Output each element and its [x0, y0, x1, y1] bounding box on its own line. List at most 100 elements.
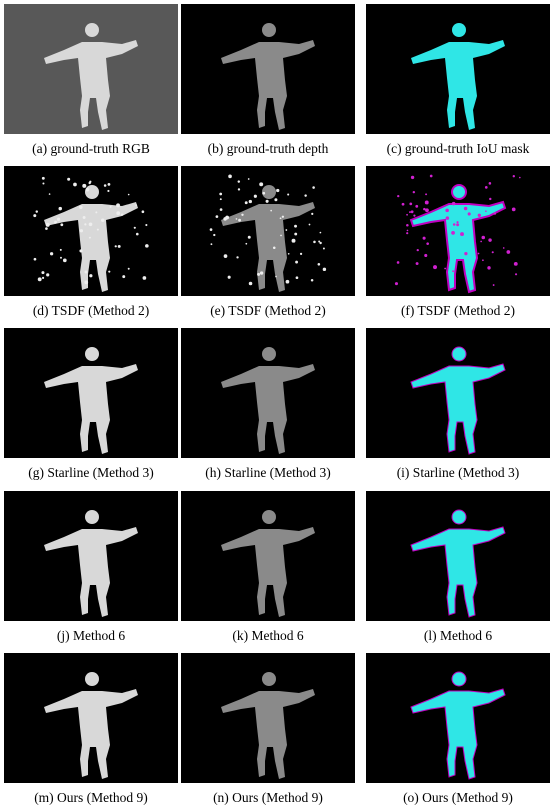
noise-dot [108, 183, 111, 186]
noise-dot [493, 284, 495, 286]
noise-dot [97, 229, 99, 231]
noise-dot [285, 229, 287, 231]
noise-dot [248, 178, 250, 180]
noise-dot [86, 188, 90, 192]
noise-dot [36, 210, 38, 212]
noise-dot [397, 195, 399, 197]
noise-dot [41, 271, 44, 274]
noise-dot [480, 241, 482, 243]
noise-dot [238, 188, 240, 190]
caption: (k) Method 6 [232, 628, 303, 643]
noise-dot [453, 223, 456, 226]
caption: (l) Method 6 [424, 628, 492, 643]
noise-dot [292, 239, 296, 243]
noise-dot [482, 259, 484, 261]
noise-dot [464, 252, 467, 255]
noise-dot [312, 186, 315, 189]
noise-dot [266, 200, 269, 203]
noise-dot [456, 221, 458, 223]
noise-dot [248, 236, 251, 239]
noise-dot [82, 184, 86, 188]
noise-dot [89, 222, 93, 226]
noise-dot [254, 195, 257, 198]
noise-dot [60, 257, 62, 259]
noise-dot [492, 251, 494, 253]
noise-dot [489, 182, 492, 185]
noise-dot [145, 224, 147, 226]
noise-dot [262, 192, 265, 195]
noise-dot [122, 275, 125, 278]
noise-dot [59, 207, 62, 210]
noise-dot [60, 223, 63, 226]
noise-dot [464, 207, 468, 211]
noise-dot [452, 202, 455, 205]
noise-dot [273, 246, 276, 249]
noise-dot [287, 194, 289, 196]
noise-dot [79, 249, 82, 252]
noise-dot [280, 217, 282, 219]
caption: (n) Ours (Method 9) [213, 790, 323, 805]
noise-dot [260, 271, 263, 274]
panel: (a) ground-truth RGB [4, 4, 178, 156]
noise-dot [220, 208, 223, 211]
noise-dot [446, 216, 449, 219]
panel: (b) ground-truth depth [181, 4, 355, 156]
panel: (g) Starline (Method 3) [4, 328, 178, 480]
noise-dot [67, 178, 70, 181]
noise-dot [406, 214, 408, 216]
noise-dot [211, 243, 213, 245]
noise-dot [507, 250, 511, 254]
noise-dot [425, 201, 429, 205]
noise-dot [318, 263, 321, 266]
noise-dot [485, 186, 488, 189]
noise-dot [142, 210, 145, 213]
noise-dot [259, 182, 263, 186]
caption: (c) ground-truth IoU mask [387, 141, 530, 156]
caption: (e) TSDF (Method 2) [210, 303, 326, 318]
noise-dot [83, 216, 86, 219]
caption: (m) Ours (Method 9) [34, 790, 148, 805]
noise-dot [489, 198, 491, 200]
noise-dot [89, 237, 91, 239]
noise-dot [456, 223, 459, 226]
caption: (b) ground-truth depth [208, 141, 329, 156]
noise-dot [451, 231, 455, 235]
noise-dot [323, 268, 326, 271]
noise-dot [494, 212, 497, 215]
caption: (i) Starline (Method 3) [397, 465, 520, 480]
noise-dot [57, 218, 60, 221]
caption: (f) TSDF (Method 2) [401, 303, 515, 318]
noise-dot [402, 203, 405, 206]
noise-dot [101, 218, 104, 221]
panel: (f) TSDF (Method 2) [366, 166, 550, 318]
noise-dot [276, 189, 279, 192]
noise-dot [323, 247, 325, 249]
panel: (h) Starline (Method 3) [181, 328, 355, 480]
noise-dot [225, 216, 229, 220]
noise-dot [513, 175, 515, 177]
panel: (l) Method 6 [366, 491, 550, 643]
caption: (h) Starline (Method 3) [205, 465, 331, 480]
noise-dot [54, 221, 57, 224]
noise-dot [426, 242, 429, 245]
panel: (e) TSDF (Method 2) [181, 166, 355, 318]
noise-dot [487, 266, 490, 269]
noise-dot [519, 177, 521, 179]
noise-dot [478, 214, 481, 217]
noise-dot [318, 241, 320, 243]
noise-dot [295, 261, 298, 264]
noise-dot [416, 262, 419, 265]
noise-dot [425, 193, 427, 195]
figure: (a) ground-truth RGB (b) ground-truth dep… [0, 0, 552, 808]
noise-dot [213, 234, 215, 236]
panel: (j) Method 6 [4, 491, 178, 643]
noise-dot [245, 243, 247, 245]
noise-dot [280, 235, 282, 237]
noise-dot [116, 211, 120, 215]
noise-dot [514, 262, 518, 266]
noise-dot [241, 214, 243, 216]
noise-dot [80, 229, 83, 232]
noise-dot [79, 206, 82, 209]
caption: (g) Starline (Method 3) [28, 465, 154, 480]
noise-dot [413, 215, 415, 217]
